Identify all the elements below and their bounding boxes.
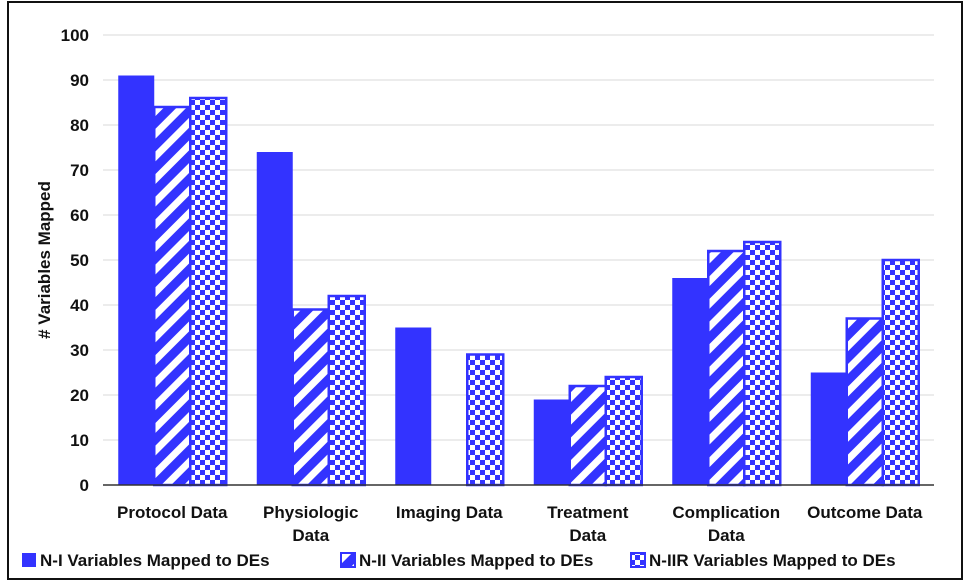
- x-tick-label: Outcome Data: [807, 503, 923, 522]
- bar-checker: [189, 96, 228, 487]
- legend: N-I Variables Mapped to DEs N-II Variable…: [22, 551, 896, 570]
- y-tick-label: 40: [70, 296, 89, 315]
- legend-label: N-II Variables Mapped to DEs: [359, 551, 593, 570]
- bar-checker: [604, 375, 643, 487]
- legend-swatch-checker: [630, 552, 646, 568]
- x-tick-label: Protocol Data: [117, 503, 228, 522]
- bar-solid: [256, 152, 293, 485]
- bar-diagonal: [707, 249, 746, 487]
- y-tick-label: 30: [70, 341, 89, 360]
- x-tick-label: Data: [708, 526, 745, 545]
- bars: [118, 75, 920, 487]
- x-tick-label: Complication: [672, 503, 780, 522]
- bar-diagonal: [291, 308, 330, 487]
- bar-diagonal: [568, 384, 607, 487]
- y-tick-label: 60: [70, 206, 89, 225]
- y-tick-label: 90: [70, 71, 89, 90]
- axes: 0 10 20 30 40 50 60 70 80 90 100 # Variables Mapped…: [35, 26, 934, 545]
- y-axis-title: # Variables Mapped: [35, 181, 54, 339]
- bar-diagonal: [153, 105, 192, 487]
- bar-checker: [881, 258, 920, 487]
- y-tick-label: 10: [70, 431, 89, 450]
- legend-label: N-IIR Variables Mapped to DEs: [649, 551, 896, 570]
- y-tick-label: 0: [80, 476, 89, 495]
- gridlines: [103, 34, 934, 441]
- bar-checker: [327, 294, 366, 487]
- legend-swatch-diagonal: [340, 552, 356, 568]
- y-tick-label: 100: [61, 26, 89, 45]
- legend-swatch-solid: [22, 553, 36, 567]
- x-tick-label: Physiologic: [263, 503, 358, 522]
- bar-solid: [118, 75, 155, 485]
- bar-solid: [810, 372, 847, 485]
- bar-solid: [395, 327, 432, 485]
- bar-checker: [466, 353, 505, 487]
- bar-solid: [672, 278, 709, 485]
- y-tick-label: 20: [70, 386, 89, 405]
- x-tick-label: Data: [292, 526, 329, 545]
- x-tick-label: Treatment: [547, 503, 629, 522]
- y-tick-label: 80: [70, 116, 89, 135]
- x-tick-label: Data: [569, 526, 606, 545]
- x-tick-label: Imaging Data: [396, 503, 503, 522]
- bar-checker: [743, 240, 782, 487]
- y-tick-label: 70: [70, 161, 89, 180]
- bar-diagonal: [845, 317, 884, 487]
- legend-label: N-I Variables Mapped to DEs: [40, 551, 270, 570]
- y-tick-label: 50: [70, 251, 89, 270]
- bar-solid: [533, 399, 570, 485]
